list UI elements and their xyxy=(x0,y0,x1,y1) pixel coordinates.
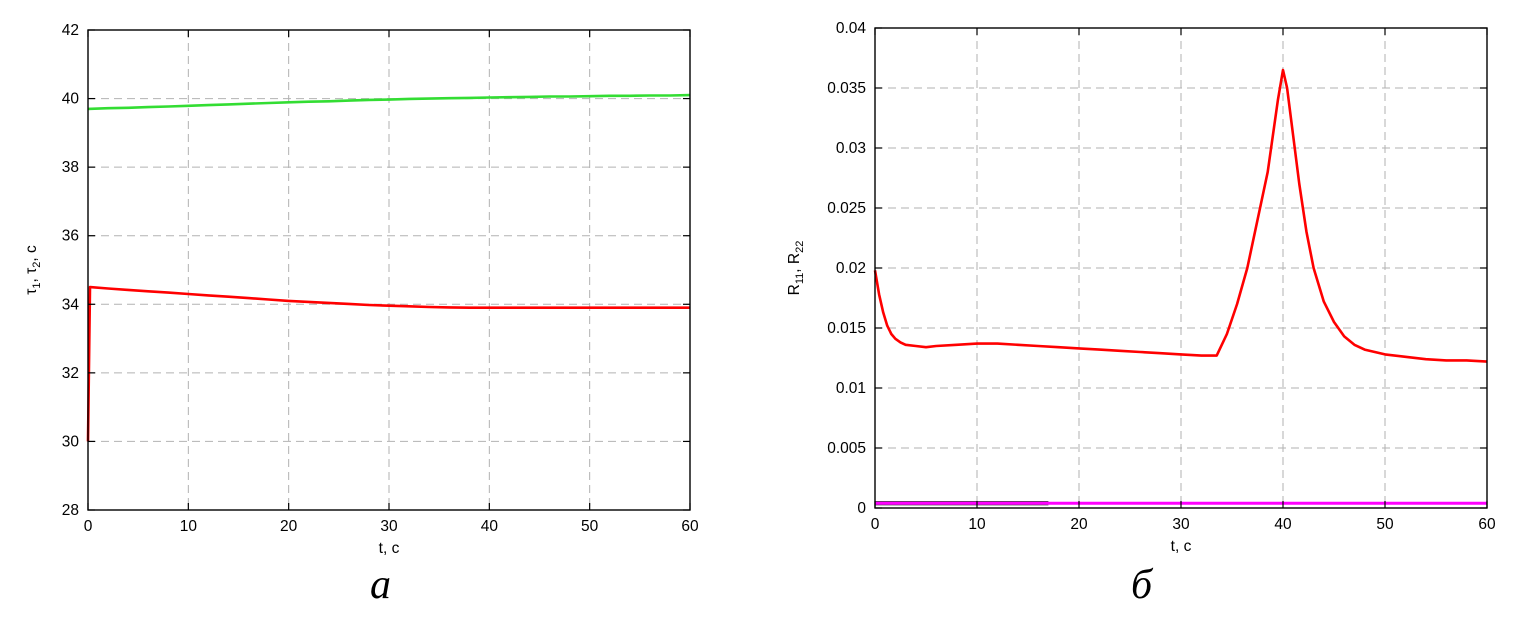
chart-b-caption: б xyxy=(1130,562,1153,608)
chart-a-caption: а xyxy=(370,562,391,608)
x-tick-label: 30 xyxy=(1172,516,1190,533)
x-tick-label: 30 xyxy=(380,518,398,535)
y-tick-label: 0.02 xyxy=(836,260,866,277)
x-tick-label: 20 xyxy=(280,518,298,535)
y-axis-label: τ1, τ2, с xyxy=(23,245,43,295)
x-tick-label: 50 xyxy=(581,518,599,535)
x-axis-label: t, с xyxy=(1171,538,1192,555)
series-R11-red xyxy=(873,68,1488,363)
y-tick-label: 0.03 xyxy=(836,140,866,157)
y-tick-label: 0 xyxy=(857,500,866,517)
chart-b: 0 10 20 30 40 50 60 0 0.005 0.01 0.015 0.02 0.025 0.0… xyxy=(761,0,1522,633)
y-tick-label: 40 xyxy=(62,91,80,108)
chart-a-canvas: 0 10 20 30 40 50 60 28 30 32 34 36 38 40 42 t, с τ1, τ2,… xyxy=(23,22,699,557)
y-tick-label: 0.04 xyxy=(836,20,867,37)
x-tick-label: 20 xyxy=(1070,516,1088,533)
y-tick-label: 28 xyxy=(62,502,79,519)
x-tick-label: 60 xyxy=(681,518,699,535)
chart-a: 0 10 20 30 40 50 60 28 30 32 34 36 38 40 42 t, с τ1, τ2,… xyxy=(23,22,699,608)
y-tick-label: 30 xyxy=(62,433,80,450)
y-tick-label: 0.015 xyxy=(827,320,866,337)
y-tick-label: 36 xyxy=(62,228,79,245)
y-tick-label: 0.005 xyxy=(827,440,866,457)
x-tick-label: 40 xyxy=(481,518,499,535)
y-tick-label: 42 xyxy=(62,22,79,39)
y-tick-label: 0.025 xyxy=(827,200,866,217)
x-axis-label: t, с xyxy=(379,540,400,557)
x-tick-label: 0 xyxy=(871,516,880,533)
y-axis-label: R11, R22 xyxy=(786,241,806,296)
y-tick-label: 38 xyxy=(62,159,79,176)
x-tick-label: 60 xyxy=(1478,516,1496,533)
y-tick-label: 0.035 xyxy=(827,80,866,97)
y-tick-label: 32 xyxy=(62,365,79,382)
y-tick-label: 34 xyxy=(62,296,80,313)
x-tick-label: 10 xyxy=(968,516,986,533)
x-tick-label: 50 xyxy=(1376,516,1394,533)
x-tick-label: 40 xyxy=(1274,516,1292,533)
x-tick-label: 0 xyxy=(84,518,93,535)
y-tick-label: 0.01 xyxy=(836,380,866,397)
series-tau2-green xyxy=(87,93,691,111)
x-tick-label: 10 xyxy=(180,518,198,535)
series-tau1-red xyxy=(86,285,690,442)
chart-b-canvas: 0 10 20 30 40 50 60 0 0.005 0.01 0.015 0.02 0.025 0.0… xyxy=(786,20,1496,555)
